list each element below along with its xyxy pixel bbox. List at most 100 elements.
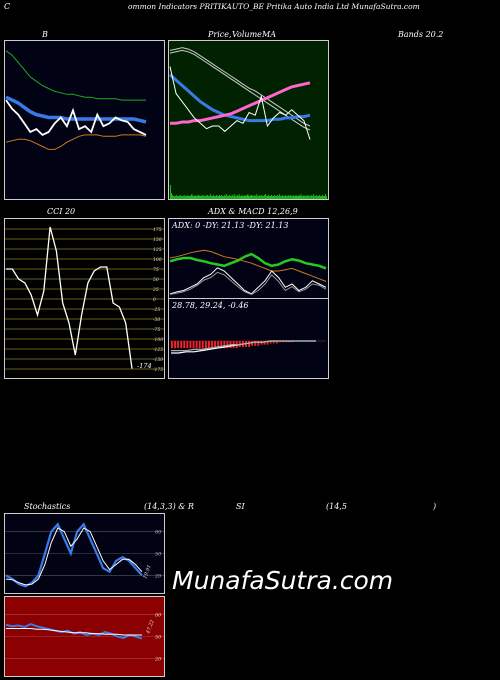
macd-bar [226, 341, 229, 349]
volume-bar [275, 196, 277, 199]
volume-bar [214, 196, 216, 199]
volume-bar [310, 196, 312, 199]
tick-label: 80 [155, 530, 162, 536]
volume-bar [222, 196, 223, 199]
macd-bar [223, 341, 226, 349]
cci-chart: 175 150 125 100 75 50 25 0 -25 -50 -75 -100 -125 -150… [4, 218, 165, 379]
label-close-paren: ) [433, 502, 437, 511]
label-volume: Volume [232, 30, 262, 39]
macd-bar [266, 341, 269, 345]
macd-bar [204, 341, 207, 349]
volume-bar [185, 196, 187, 199]
volume-bar [268, 195, 270, 199]
volume-bar [264, 195, 266, 199]
tick-label: -150 [153, 357, 163, 363]
macd-bar [282, 341, 284, 343]
series-blue-ma [169, 73, 311, 123]
volume-bar [237, 196, 239, 199]
volume-bar [256, 194, 258, 199]
series-ma-a [169, 47, 311, 127]
series-green [169, 252, 327, 270]
series-close [5, 99, 147, 136]
volume-bar [199, 196, 201, 199]
volume-bar [224, 196, 226, 199]
volume-bar [295, 195, 297, 199]
volume-bar [187, 196, 189, 199]
volume-bar [240, 196, 242, 199]
volume-bar [259, 195, 261, 199]
volume-bar [184, 196, 186, 199]
volume-bar [305, 196, 307, 199]
macd-bar [285, 341, 287, 343]
volume-bar [282, 196, 284, 199]
macd-bar [278, 341, 281, 343]
volume-bar [205, 196, 207, 199]
volume-bar [311, 195, 313, 199]
volume-bar [299, 196, 301, 199]
volume-bar [265, 194, 267, 199]
volume-bar [190, 195, 192, 199]
tick-label: 50 [155, 552, 162, 558]
macd-bar [269, 341, 272, 344]
volume-bar [322, 195, 323, 199]
series-lower [5, 134, 147, 150]
macd-bar [272, 341, 275, 344]
series-signal [171, 340, 316, 352]
volume-bar [323, 196, 324, 199]
volume-bar [273, 196, 274, 199]
volume-bar [229, 196, 231, 199]
series-ma-b [169, 49, 311, 131]
series-upper [5, 50, 146, 101]
volume-bar [201, 195, 203, 199]
volume-bar [260, 196, 262, 199]
volume-bar [247, 194, 249, 199]
series-ref [6, 628, 142, 636]
volume-bar [170, 185, 171, 199]
label-adx: ADX & MACD 12,26,9 [208, 207, 298, 216]
volume-bar [200, 196, 202, 199]
volume-bar [248, 196, 250, 199]
tick-label: -175 [153, 367, 163, 373]
volume-bar [242, 196, 244, 199]
volume-bar [274, 195, 275, 199]
volume-bar [309, 196, 311, 199]
volume-bar [213, 195, 215, 199]
label-price: Price, [208, 30, 232, 39]
volume-bar [216, 195, 217, 199]
volume-bar [290, 196, 292, 199]
volume-bar [182, 196, 184, 199]
series-orange [169, 249, 327, 282]
macd-bar [217, 341, 220, 349]
volume-bar [325, 194, 326, 199]
macd-bar [177, 341, 180, 349]
volume-bar [215, 196, 217, 199]
volume-bar [241, 195, 243, 199]
volume-bar [192, 196, 194, 199]
volume-bar [236, 195, 238, 199]
volume-bar [189, 196, 191, 199]
volume-bar [210, 194, 212, 199]
series-d [5, 527, 143, 586]
volume-bar [244, 195, 246, 199]
volume-bar [276, 195, 278, 199]
volume-bar [308, 195, 310, 199]
watermark: MunafaSutra.com [172, 566, 394, 595]
volume-bar [212, 196, 214, 199]
series-white [169, 267, 327, 295]
macd-bar [263, 341, 266, 345]
volume-bar [228, 195, 230, 199]
volume-bar [292, 195, 294, 199]
macd-bar [214, 341, 217, 349]
volume-bar [225, 194, 227, 199]
volume-bar [177, 196, 179, 199]
volume-bar [227, 196, 229, 199]
tick-label: 50 [153, 277, 159, 283]
volume-bar [243, 196, 245, 199]
tick-label: 100 [153, 257, 162, 263]
volume-bar [284, 195, 286, 199]
volume-bar [218, 196, 219, 199]
volume-bar [253, 196, 255, 199]
last-value-label: -174 [137, 362, 152, 370]
volume-bar [232, 196, 234, 199]
